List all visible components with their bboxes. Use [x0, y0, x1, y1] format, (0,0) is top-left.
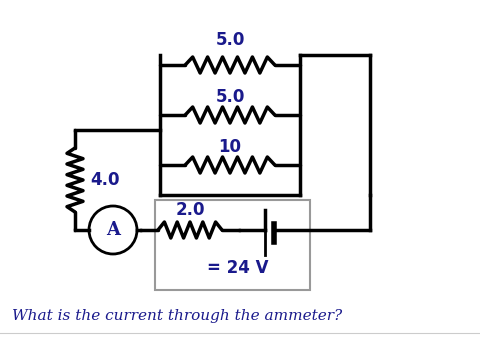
- Text: 5.0: 5.0: [216, 31, 245, 49]
- Text: = 24 V: = 24 V: [207, 259, 268, 277]
- Text: 4.0: 4.0: [90, 171, 120, 189]
- Text: 2.0: 2.0: [175, 201, 205, 219]
- Text: 5.0: 5.0: [216, 88, 245, 106]
- Text: A: A: [106, 221, 120, 239]
- Bar: [155, 200, 310, 290]
- Text: What is the current through the ammeter?: What is the current through the ammeter?: [12, 309, 342, 323]
- Text: 10: 10: [218, 138, 241, 156]
